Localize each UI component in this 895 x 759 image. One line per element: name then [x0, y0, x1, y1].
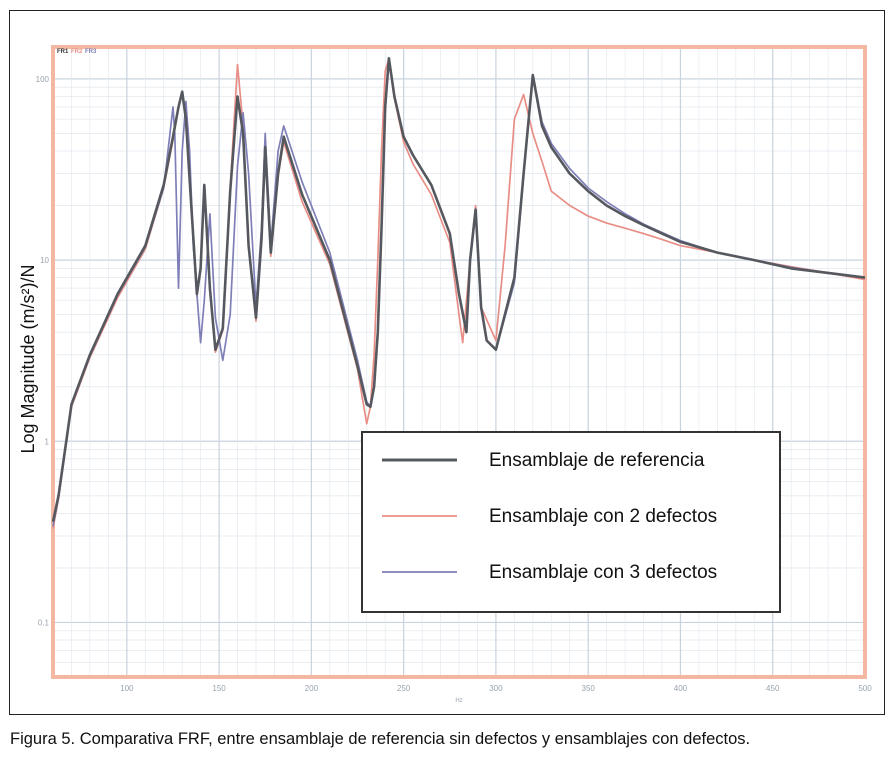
- legend-label: Ensamblaje con 2 defectos: [489, 506, 717, 527]
- x-tick-label: 350: [582, 684, 596, 693]
- top-mark: FR2: [71, 49, 83, 55]
- legend: Ensamblaje de referencia Ensamblaje con 2…: [361, 431, 781, 613]
- x-tick-label: 300: [489, 684, 503, 693]
- frf-chart: 100 150 200 250 300 350 400 450 500 100 10 1 0.1 FR1…: [18, 45, 873, 704]
- legend-label: Ensamblaje de referencia: [489, 450, 705, 471]
- legend-box: [361, 431, 781, 613]
- x-tick-label: 250: [397, 684, 411, 693]
- y-tick-label: 10: [40, 256, 49, 265]
- x-tick-label: 450: [766, 684, 780, 693]
- tick-labels: 100 150 200 250 300 350 400 450 500 100 10 1 0.1: [36, 75, 873, 693]
- figure-caption: Figura 5. Comparativa FRF, entre ensambl…: [10, 730, 751, 748]
- y-tick-label: 1: [45, 437, 50, 446]
- y-tick-label: 0.1: [38, 618, 50, 627]
- y-axis-label: Log Magnitude (m/s²)/N: [18, 264, 38, 453]
- x-tick-label: 400: [674, 684, 688, 693]
- series-lines: [51, 56, 866, 529]
- x-tick-label: 500: [858, 684, 872, 693]
- top-mark: FR1: [57, 49, 69, 55]
- top-mark: FR3: [85, 49, 97, 55]
- top-marks: FR1 FR2 FR3: [57, 49, 97, 55]
- plot-area-frame: [51, 45, 867, 679]
- figure-frame: 100 150 200 250 300 350 400 450 500 100 10 1 0.1 FR1…: [9, 10, 885, 715]
- x-tick-label: 100: [120, 684, 134, 693]
- x-tick-label: 150: [212, 684, 226, 693]
- legend-label: Ensamblaje con 3 defectos: [489, 562, 717, 583]
- x-tick-label: 200: [305, 684, 319, 693]
- series-line-1: [51, 56, 866, 522]
- y-tick-label: 100: [36, 75, 50, 84]
- x-axis-label: Hz: [455, 698, 462, 704]
